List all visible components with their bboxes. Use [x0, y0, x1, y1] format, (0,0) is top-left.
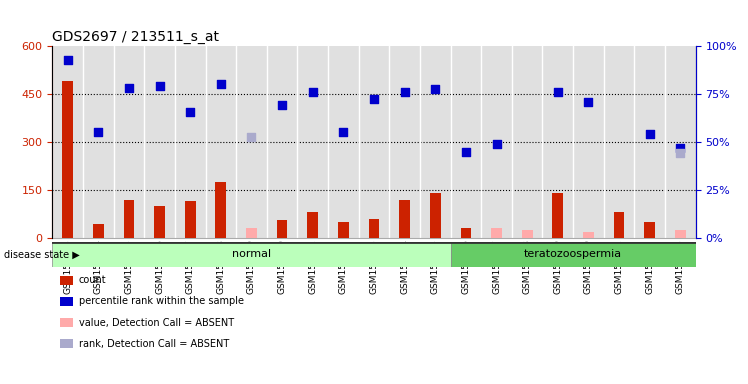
Bar	[123, 200, 135, 238]
Point	[429, 86, 441, 92]
Text: normal: normal	[232, 249, 271, 260]
Text: disease state ▶: disease state ▶	[4, 249, 79, 260]
Point	[123, 84, 135, 91]
Point	[245, 134, 257, 140]
Text: GDS2697 / 213511_s_at: GDS2697 / 213511_s_at	[52, 30, 219, 44]
Point	[276, 102, 288, 108]
Point	[184, 109, 196, 115]
Point	[307, 89, 319, 96]
Bar	[430, 193, 441, 238]
Point	[675, 146, 687, 152]
Bar	[522, 230, 533, 238]
Bar	[185, 201, 195, 238]
Bar	[450, 242, 696, 267]
Bar	[338, 222, 349, 238]
Bar	[644, 222, 655, 238]
Bar	[215, 182, 226, 238]
Text: percentile rank within the sample: percentile rank within the sample	[79, 296, 244, 306]
Bar	[461, 228, 471, 238]
Bar	[93, 223, 104, 238]
Bar	[307, 212, 318, 238]
Point	[92, 129, 104, 136]
Point	[675, 150, 687, 156]
Text: value, Detection Call = ABSENT: value, Detection Call = ABSENT	[79, 318, 233, 328]
Text: count: count	[79, 275, 106, 285]
Bar	[277, 220, 287, 238]
Bar	[675, 230, 686, 238]
Point	[644, 131, 656, 137]
Bar	[62, 81, 73, 238]
Bar	[154, 206, 165, 238]
Point	[491, 141, 503, 147]
Text: teratozoospermia: teratozoospermia	[524, 249, 622, 260]
Bar	[583, 232, 594, 238]
Bar	[491, 228, 502, 238]
Bar	[246, 228, 257, 238]
Bar	[613, 212, 625, 238]
Bar	[52, 242, 450, 267]
Text: rank, Detection Call = ABSENT: rank, Detection Call = ABSENT	[79, 339, 229, 349]
Point	[153, 83, 165, 89]
Point	[337, 129, 349, 136]
Point	[460, 149, 472, 155]
Point	[583, 99, 595, 105]
Bar	[399, 200, 410, 238]
Point	[399, 89, 411, 96]
Point	[61, 58, 73, 64]
Point	[215, 81, 227, 88]
Bar	[369, 219, 379, 238]
Point	[552, 89, 564, 96]
Point	[368, 96, 380, 102]
Bar	[553, 193, 563, 238]
